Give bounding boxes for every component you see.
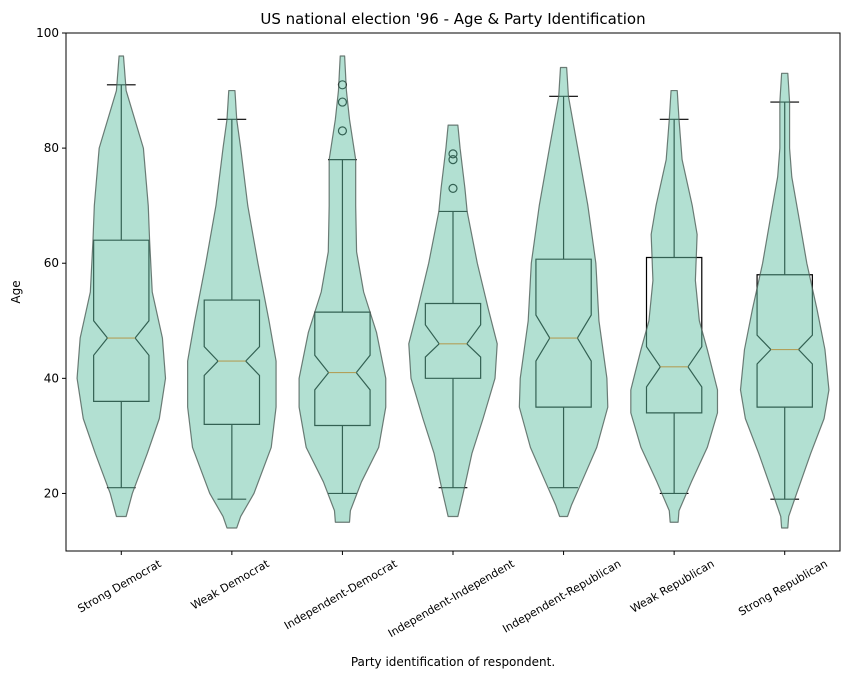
x-tick-label: Independent-Independent bbox=[386, 557, 517, 640]
violin-2 bbox=[298, 55, 387, 523]
violin-0 bbox=[76, 55, 167, 518]
y-tick-label: 80 bbox=[44, 141, 59, 155]
y-tick-label: 20 bbox=[44, 486, 59, 500]
y-tick-label: 40 bbox=[44, 371, 59, 385]
x-tick-label: Independent-Republican bbox=[500, 557, 623, 635]
violin-3 bbox=[408, 124, 498, 518]
x-tick-label: Independent-Democrat bbox=[282, 557, 400, 633]
y-axis: 20 40 60 80 100 bbox=[36, 26, 66, 500]
x-axis-label: Party identification of respondent. bbox=[351, 655, 555, 669]
violin-5 bbox=[630, 89, 719, 523]
violin-6 bbox=[739, 72, 830, 529]
y-axis-label: Age bbox=[9, 280, 23, 303]
x-tick-label: Weak Democrat bbox=[189, 557, 272, 613]
x-axis: Strong Democrat Weak Democrat Independent-… bbox=[76, 551, 830, 640]
y-tick-label: 100 bbox=[36, 26, 59, 40]
y-tick-label: 60 bbox=[44, 256, 59, 270]
x-tick-label: Weak Republican bbox=[628, 557, 716, 615]
x-tick-label: Strong Republican bbox=[736, 557, 830, 619]
violin-4 bbox=[518, 66, 609, 518]
x-tick-label: Strong Democrat bbox=[76, 557, 165, 616]
violin-1 bbox=[187, 89, 277, 529]
chart-title: US national election '96 - Age & Party I… bbox=[260, 10, 645, 28]
plot-marks bbox=[76, 55, 830, 529]
